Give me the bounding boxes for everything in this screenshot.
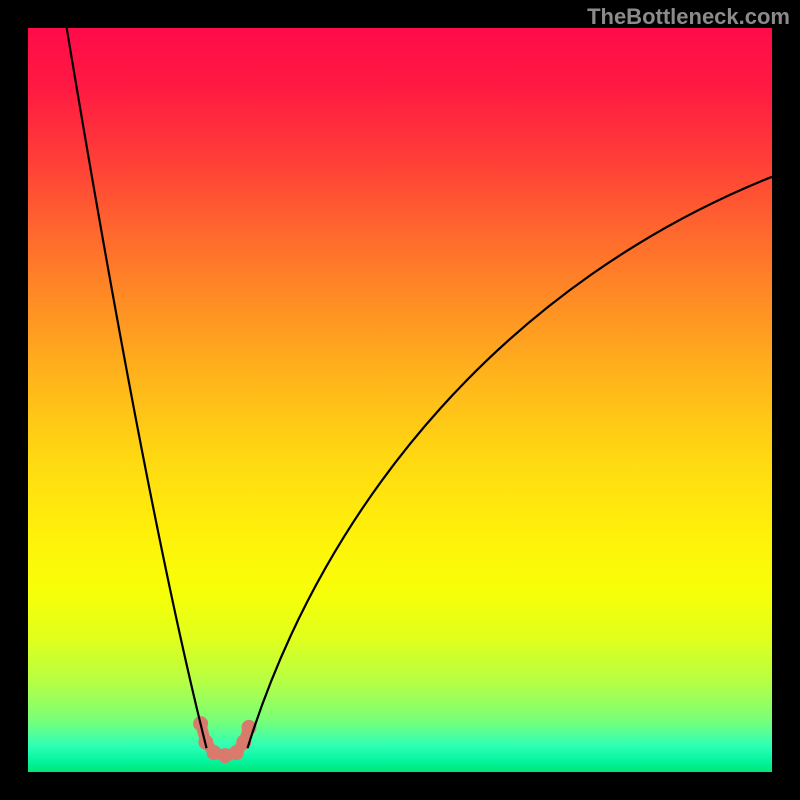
plot-svg	[28, 28, 772, 772]
plot-area	[28, 28, 772, 772]
gradient-background	[28, 28, 772, 772]
watermark-text: TheBottleneck.com	[587, 4, 790, 30]
